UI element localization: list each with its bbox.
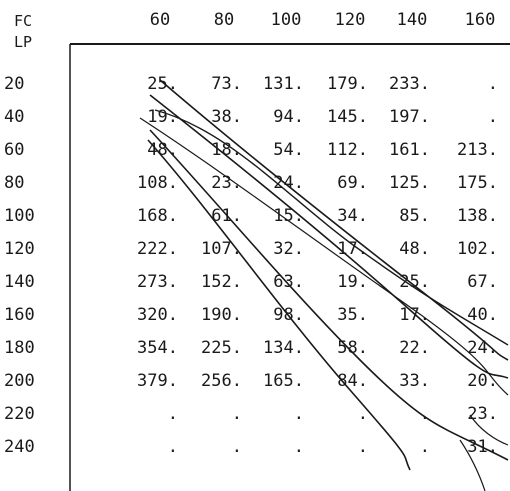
table-cell: . <box>357 404 368 424</box>
contour-line-4 <box>149 129 509 461</box>
table-cell: 38. <box>211 107 242 127</box>
table-cell: 213. <box>457 140 498 160</box>
table-cell: 73. <box>211 74 242 94</box>
table-cell: 102. <box>457 239 498 259</box>
table-cell: 25. <box>399 272 430 292</box>
table-cell: 32. <box>273 239 304 259</box>
table-cell: 67. <box>467 272 498 292</box>
table-cell: 69. <box>337 173 368 193</box>
table-cell: . <box>357 437 368 457</box>
table-cell: 85. <box>399 206 430 226</box>
contour-line-8 <box>459 439 486 491</box>
column-header: 140 <box>396 10 428 30</box>
row-label: 120 <box>4 239 35 259</box>
contour-line-2 <box>149 94 509 379</box>
table-cell: 48. <box>399 239 430 259</box>
table-cell: 161. <box>389 140 430 160</box>
table-cell: 152. <box>201 272 242 292</box>
table-cell: 125. <box>389 173 430 193</box>
table-cell: 35. <box>337 305 368 325</box>
contour-line-5 <box>147 139 411 471</box>
table-cell: . <box>419 437 430 457</box>
row-label: 20 <box>4 74 25 94</box>
table-cell: 94. <box>273 107 304 127</box>
table-cell: 165. <box>263 371 304 391</box>
table-cell: . <box>231 404 242 424</box>
table-cell: 40. <box>467 305 498 325</box>
corner-label-fc: FC <box>14 12 33 30</box>
table-cell: 58. <box>337 338 368 358</box>
table-cell: 190. <box>201 305 242 325</box>
table-cell: 168. <box>137 206 178 226</box>
column-header: 80 <box>213 10 235 30</box>
table-cell: . <box>487 107 498 127</box>
table-cell: 112. <box>327 140 368 160</box>
table-cell: 22. <box>399 338 430 358</box>
table-cell: 24. <box>273 173 304 193</box>
table-cell: . <box>293 437 304 457</box>
row-label: 40 <box>4 107 25 127</box>
row-label: 140 <box>4 272 35 292</box>
contour-line-3 <box>154 109 509 346</box>
table-cell: 131. <box>263 74 304 94</box>
table-cell: 225. <box>201 338 242 358</box>
row-label: 180 <box>4 338 35 358</box>
column-header: 100 <box>270 10 302 30</box>
corner-label-lp: LP <box>14 33 33 51</box>
table-cell: 354. <box>137 338 178 358</box>
table-cell: 138. <box>457 206 498 226</box>
table-cell: 179. <box>327 74 368 94</box>
table-cell: . <box>167 437 178 457</box>
column-header: 160 <box>464 10 496 30</box>
table-cell: 48. <box>147 140 178 160</box>
table-cell: 15. <box>273 206 304 226</box>
row-label: 200 <box>4 371 35 391</box>
row-label: 60 <box>4 140 25 160</box>
table-cell: . <box>293 404 304 424</box>
row-label: 240 <box>4 437 35 457</box>
row-label: 100 <box>4 206 35 226</box>
table-cell: 379. <box>137 371 178 391</box>
table-cell: 84. <box>337 371 368 391</box>
table-cell: 19. <box>337 272 368 292</box>
table-cell: . <box>487 74 498 94</box>
table-cell: 54. <box>273 140 304 160</box>
table-cell: 134. <box>263 338 304 358</box>
table-cell: 23. <box>467 404 498 424</box>
table-cell: . <box>419 404 430 424</box>
table-cell: 197. <box>389 107 430 127</box>
column-header: 120 <box>334 10 366 30</box>
table-cell: 145. <box>327 107 368 127</box>
table-cell: 108. <box>137 173 178 193</box>
table-cell: 33. <box>399 371 430 391</box>
table-cell: . <box>231 437 242 457</box>
column-header: 60 <box>149 10 171 30</box>
table-cell: . <box>167 404 178 424</box>
table-cell: 273. <box>137 272 178 292</box>
table-cell: 34. <box>337 206 368 226</box>
contour-line-7 <box>469 414 509 446</box>
table-cell: 320. <box>137 305 178 325</box>
table-cell: 222. <box>137 239 178 259</box>
row-label: 220 <box>4 404 35 424</box>
table-cell: 18. <box>211 140 242 160</box>
contour-line-6 <box>139 117 509 396</box>
row-label: 80 <box>4 173 25 193</box>
table-cell: 23. <box>211 173 242 193</box>
table-cell: 175. <box>457 173 498 193</box>
row-label: 160 <box>4 305 35 325</box>
table-cell: 24. <box>467 338 498 358</box>
table-cell: 256. <box>201 371 242 391</box>
contour-line-1 <box>159 79 509 361</box>
table-cell: 233. <box>389 74 430 94</box>
